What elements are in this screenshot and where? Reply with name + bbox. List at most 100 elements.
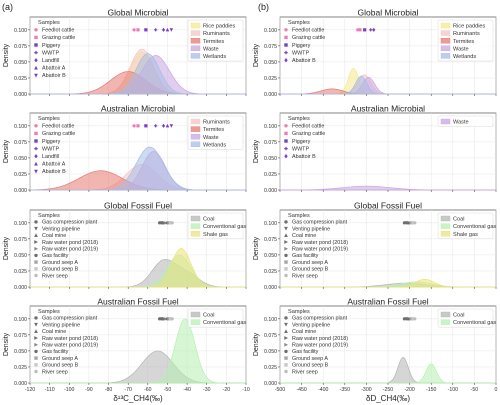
samples-legend-label: Gas facility — [42, 349, 69, 355]
panel-a-1: Global Microbial 0.000 0.025 0.050 0.075 0.10… — [3, 8, 247, 98]
density-area-shale-gas — [30, 248, 246, 288]
samples-legend-label: Ground seep B — [292, 363, 329, 369]
y-tick-label: 0.025 — [14, 269, 27, 275]
sources-legend-box — [437, 308, 494, 328]
sources-legend-label: Wetlands — [203, 54, 226, 60]
sample-marker — [358, 28, 362, 32]
sample-marker — [409, 221, 413, 225]
legend-marker — [34, 267, 38, 271]
panel-b-2: Australian Microbial 0.000 0.025 0.050 0.075… — [253, 104, 497, 194]
sources-legend-label: Waste — [203, 46, 219, 52]
x-tick-label: -60 — [144, 387, 152, 393]
samples-legend-label: Feedlot cattle — [42, 28, 74, 34]
sources-legend-swatch — [190, 118, 201, 125]
samples-legend-label: Ground seep A — [292, 260, 328, 266]
density-area-wetlands — [30, 53, 246, 95]
x-tick-label: -100 — [448, 387, 458, 393]
legend-marker — [284, 28, 288, 32]
sources-legend-label: Waste — [453, 120, 469, 126]
legend-marker — [34, 65, 38, 70]
sources-legend-box — [187, 308, 244, 328]
y-tick-label: 0.075 — [14, 140, 27, 146]
y-tick-label: 0.050 — [264, 349, 277, 355]
sources-legend-label: Conventional gas — [203, 224, 246, 230]
sources-legend-label: Ruminants — [453, 31, 480, 37]
x-tick-label: 0 — [495, 387, 498, 393]
legend-marker — [284, 246, 289, 251]
samples-legend-label: Feedlot cattle — [292, 124, 324, 130]
panel-a-3: Global Fossil Fuel 0.000 0.025 0.050 0.075 0.… — [3, 201, 246, 292]
samples-legend-title: Samples — [288, 116, 310, 122]
samples-legend-label: WWTP — [42, 146, 59, 152]
panel-title: Australian Microbial — [351, 104, 425, 114]
y-tick-label: 0.050 — [264, 156, 277, 162]
samples-legend-label: Venting pipeline — [292, 226, 330, 232]
x-tick-label: -400 — [318, 387, 328, 393]
sources-legend-label: Waste — [203, 135, 219, 141]
sources-legend-label: Shale gas — [453, 232, 478, 238]
samples-legend-label: Abattoir A — [42, 162, 66, 168]
legend-marker — [34, 260, 38, 264]
y-tick-label: 0.025 — [264, 172, 277, 178]
samples-legend-label: Piggery — [42, 139, 61, 145]
legend-marker — [34, 139, 38, 143]
panel-b-4: Australian Fossil Fuel 0.000 0.025 0.050 0.0… — [253, 297, 498, 394]
legend-marker — [34, 336, 39, 340]
sources-legend-swatch — [190, 223, 201, 229]
samples-legend-label: Gas compression plant — [42, 316, 98, 322]
sources-legend-label: Coal — [453, 217, 465, 223]
samples-legend-label: Raw water pond (2019) — [292, 247, 348, 253]
legend-marker — [34, 43, 38, 47]
y-axis-label: Density — [3, 43, 10, 67]
y-axis-label: Density — [253, 139, 260, 163]
sources-legend-box — [437, 19, 494, 62]
samples-legend-title: Samples — [288, 20, 310, 26]
legend-marker — [34, 233, 38, 237]
y-tick-label: 0.100 — [14, 221, 27, 227]
x-tick-label: -200 — [404, 387, 414, 393]
sources-legend-label: Rice paddies — [203, 24, 236, 30]
sample-marker — [411, 317, 415, 321]
legend-marker — [284, 342, 289, 347]
y-tick-label: 0.000 — [14, 381, 27, 387]
sources-legend-swatch — [440, 38, 451, 44]
legend-marker — [34, 363, 38, 367]
samples-legend-label: Abattoir B — [292, 58, 316, 64]
sources-legend-box — [187, 19, 244, 62]
samples-legend-label: Gas facility — [292, 253, 319, 259]
x-tick-label: -90 — [85, 387, 93, 393]
sources-legend-swatch — [190, 38, 201, 44]
samples-legend-label: Raw water pond (2019) — [292, 343, 348, 349]
sources-legend-label: Conventional gas — [203, 320, 246, 326]
x-tick-label: -10 — [242, 387, 250, 393]
samples-legend-label: Grazing cattle — [292, 131, 325, 137]
legend-marker — [34, 240, 39, 244]
sample-marker — [165, 27, 170, 32]
legend-marker — [284, 349, 288, 354]
y-tick-label: 0.025 — [14, 76, 27, 82]
sample-marker — [136, 28, 140, 32]
sample-marker — [132, 28, 136, 32]
legend-marker — [34, 73, 38, 78]
sources-legend-label: Wetlands — [203, 142, 226, 148]
sample-marker — [369, 28, 373, 32]
x-tick-label: -350 — [340, 387, 350, 393]
legend-marker — [34, 161, 38, 166]
samples-legend-label: Gas compression plant — [292, 316, 348, 322]
samples-legend-label: WWTP — [292, 146, 309, 152]
legend-marker — [284, 124, 288, 128]
sources-legend-label: Conventional gas — [453, 320, 496, 326]
sample-marker — [169, 28, 174, 32]
y-axis-label: Density — [3, 332, 10, 356]
sources-legend-swatch — [190, 126, 201, 132]
legend-marker — [34, 349, 38, 354]
sample-marker — [159, 317, 163, 321]
y-axis-label: Density — [253, 236, 260, 260]
y-tick-label: 0.075 — [264, 333, 277, 339]
y-tick-label: 0.000 — [14, 92, 27, 98]
legend-marker — [284, 273, 288, 278]
density-area-waste — [279, 185, 496, 191]
sources-legend-box — [437, 212, 494, 239]
samples-legend-label: Gas compression plant — [292, 220, 348, 226]
col-label-a: (a) — [2, 2, 13, 12]
